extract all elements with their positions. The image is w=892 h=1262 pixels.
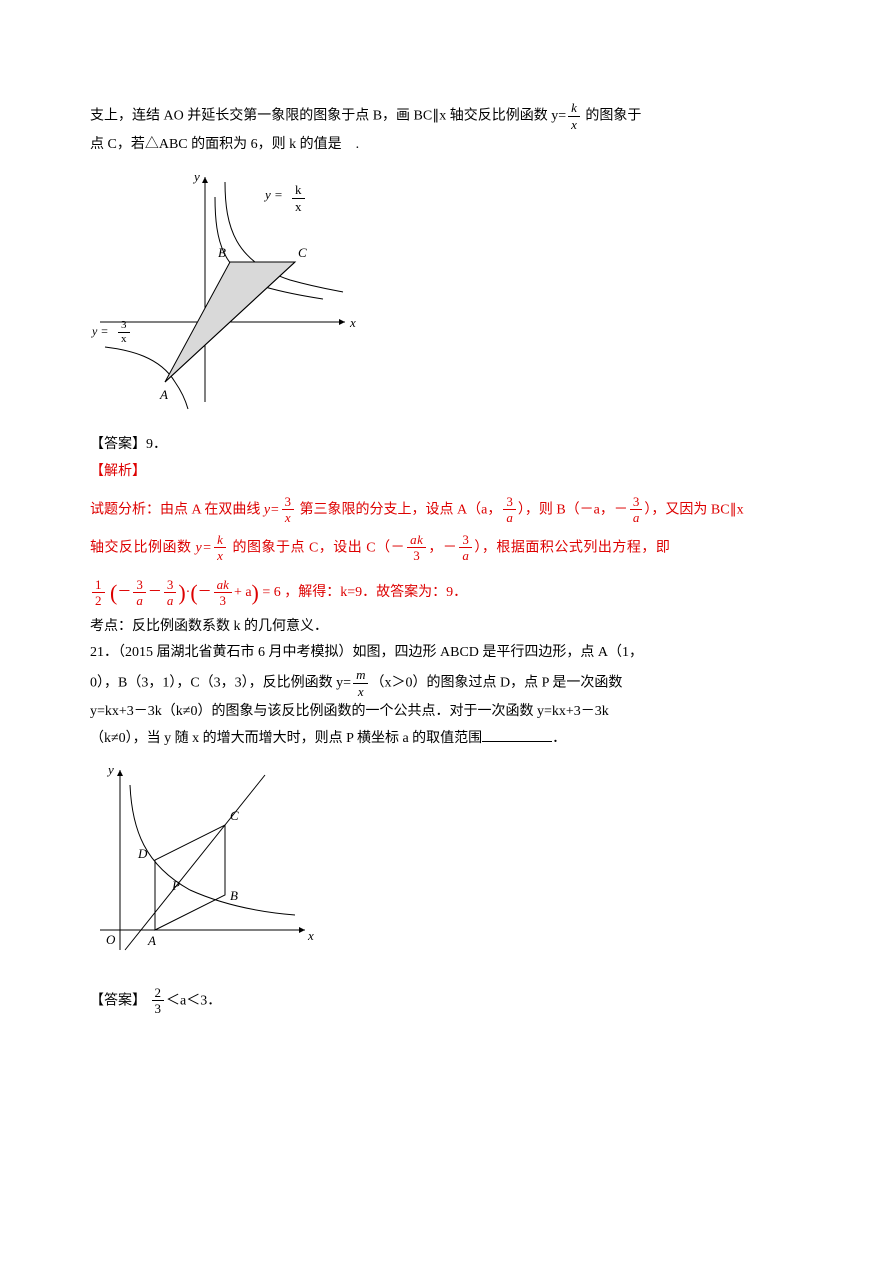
- svg-text:A: A: [147, 933, 156, 948]
- q20-graph: x y O A B C y = kx y = 3x: [90, 167, 360, 412]
- q20-point: 考点：反比例函数系数 k 的几何意义．: [90, 614, 802, 641]
- svg-text:C: C: [230, 808, 239, 823]
- q20-analysis-l2: 轴交反比例函数 y=kx 的图象于点 C，设出 C（－ak3，－3a），根据面积…: [90, 532, 802, 564]
- q20-answer: 【答案】9．: [90, 432, 802, 459]
- blank-input[interactable]: [482, 728, 552, 742]
- svg-text:x: x: [349, 315, 356, 330]
- q20-analysis-label: 【解析】: [90, 459, 802, 486]
- figure-q20: x y O A B C y = kx y = 3x: [90, 167, 802, 423]
- q20-line1: 支上，连结 AO 并延长交第一象限的图象于点 B，画 BC∥x 轴交反比例函数 …: [90, 100, 802, 132]
- svg-text:y: y: [106, 762, 114, 777]
- q20-line2: 点 C，若△ABC 的面积为 6，则 k 的值是 .: [90, 132, 802, 159]
- svg-text:A: A: [159, 387, 168, 402]
- q20-analysis-l1: 试题分析：由点 A 在双曲线 y=3x 第三象限的分支上，设点 A（a，3a），…: [90, 494, 802, 526]
- q21-answer: 【答案】 23＜a＜3．: [90, 985, 802, 1017]
- q20-equation: 12 (－3a－3a)·(－ak3+ a) = 6 ，解得：k=9．故答案为：9…: [90, 572, 802, 614]
- figure-q21: x y O P D A B C: [90, 760, 802, 971]
- svg-text:O: O: [106, 932, 116, 947]
- svg-text:D: D: [137, 846, 148, 861]
- svg-text:B: B: [230, 888, 238, 903]
- svg-text:x: x: [307, 928, 314, 943]
- q21-line3: y=kx+3－3k（k≠0）的图象与该反比例函数的一个公共点．对于一次函数 y=…: [90, 699, 802, 726]
- svg-text:C: C: [298, 245, 307, 260]
- q21-graph: x y O P D A B C: [90, 760, 320, 960]
- q21-line1: 21．（2015 届湖北省黄石市 6 月中考模拟）如图，四边形 ABCD 是平行…: [90, 640, 802, 667]
- svg-text:y =: y =: [263, 187, 283, 202]
- q21-line2: 0），B（3，1），C（3，3），反比例函数 y=mx（x＞0）的图象过点 D，…: [90, 667, 802, 699]
- svg-text:P: P: [171, 878, 180, 893]
- q21-line4: （k≠0），当 y 随 x 的增大而增大时，则点 P 横坐标 a 的取值范围．: [90, 726, 802, 753]
- svg-text:y: y: [192, 169, 200, 184]
- svg-text:y =: y =: [91, 324, 108, 338]
- svg-text:B: B: [218, 245, 226, 260]
